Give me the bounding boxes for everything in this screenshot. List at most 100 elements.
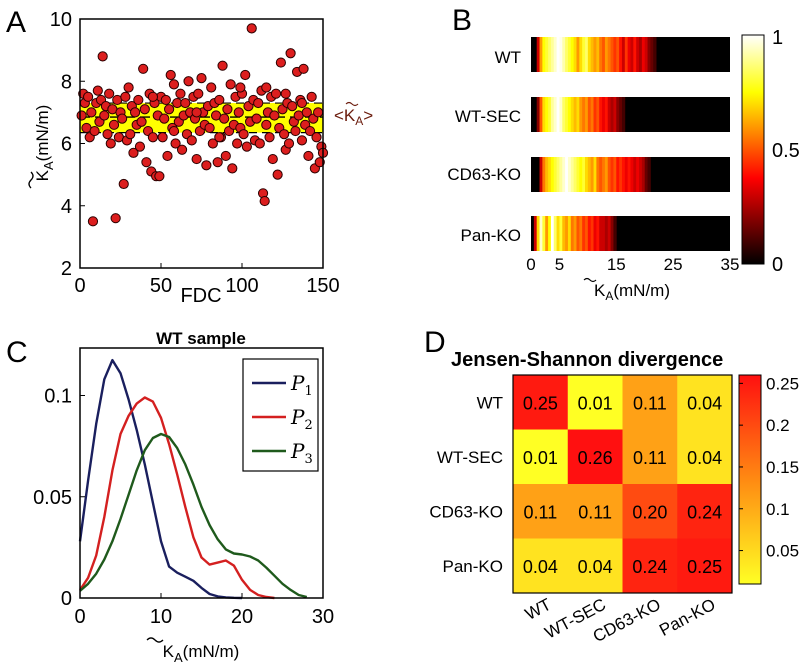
scatter-point [102,129,113,140]
row-label-wt-sec: WT-SEC [455,107,521,126]
x-tick-label: 5 [555,255,564,274]
strip-cell [607,157,611,192]
scatter-point [275,57,286,68]
scatter-point [233,107,244,118]
strip-cell [585,97,589,132]
scatter-point [259,195,270,207]
scatter-point [147,91,158,102]
strip-cell [616,157,620,192]
strip-cell [542,157,546,192]
strip-cell [610,157,614,192]
colorbar-b [741,34,765,265]
scatter-point [251,113,262,124]
panel-a-label: A [6,6,26,39]
scatter-point [193,88,204,99]
series-line-p3 [79,432,308,599]
y-tick-label: 6 [61,134,72,156]
legend-label-p3: P3 [290,439,313,467]
strip-cell [653,37,657,72]
strip-cell [616,37,620,72]
strip-cell [562,37,566,72]
strip-cell [565,216,569,251]
y-tick-label: 0.1 [44,386,72,408]
scatter-point [261,82,272,93]
strip-cell [627,37,631,72]
scatter-point [176,144,188,155]
strip-cell [619,157,623,192]
scatter-point [214,94,225,106]
scatter-point [83,91,94,102]
strip-cell [533,216,538,251]
strip-cell [573,37,577,72]
scatter-point [168,79,180,90]
x-tick-label: 15 [607,255,626,274]
scatter-point [97,51,108,62]
scatter-point [141,157,152,168]
scatter-point [89,125,100,137]
strip-cell [567,216,572,251]
matrix-cell [567,484,623,539]
strip-wt-sec [531,97,730,132]
strip-cell [562,216,566,251]
strip-cell [545,37,549,72]
legend-label-p1: P1 [290,371,313,399]
scatter-point [162,150,173,162]
scatter-point [147,132,158,143]
matrix-cell-value: 0.04 [687,393,722,413]
strip-cell [559,37,563,72]
scatter-point [253,97,264,109]
scatter-point [196,73,207,84]
strip-cell [604,157,609,192]
scatter-point [280,88,291,99]
strip-cell [599,216,603,251]
strip-cell [599,157,603,192]
strip-cell [550,37,555,72]
matrix-cell [567,375,623,430]
mean-annotation: <KA> [334,106,373,128]
strip-cell [613,157,617,192]
scatter-point [238,129,249,140]
strip-cell [539,157,543,192]
strip-cell [590,216,594,251]
strip-cell [627,157,631,192]
strip-cell [619,97,623,132]
x-axis-label-a: FDC [180,285,221,307]
matrix-cell-value: 0.11 [633,393,667,413]
series-line-p2 [79,396,275,600]
strip-cell [562,97,566,132]
col-label-pan-ko: Pan-KO [656,595,718,640]
x-tick-label: 0 [74,606,85,628]
strip-cell [644,37,648,72]
x-axis-label-c: KA(mN/m) [146,637,240,665]
strip-cell [619,37,623,72]
scatter-point [128,147,139,158]
scatter-point [168,125,180,137]
strip-cell [573,216,577,251]
strip-cell [624,157,629,192]
colorbar-d-tick-label: 0.25 [766,374,799,393]
strip-cell [545,97,549,132]
scatter-point [227,163,238,174]
strip-cell [567,37,572,72]
strip-wt [531,37,730,72]
strip-cell [567,157,572,192]
scatter-point [104,88,115,99]
strip-cell [604,97,609,132]
strip-cell [604,37,609,72]
scatter-point [264,132,275,143]
chart-title-c: WT sample [156,329,246,348]
strip-cell [582,97,586,132]
x-tick-label: 100 [225,275,258,297]
scatter-point [219,113,230,124]
scatter-point [296,135,308,146]
strip-cell [559,97,563,132]
strip-cell [587,97,592,132]
strip-cell [576,216,580,251]
scatter-point [220,150,231,162]
svg-text:KA(mN/m): KA(mN/m) [163,642,240,665]
col-label-wt: WT [522,595,554,624]
chart-title-d: Jensen-Shannon divergence [451,349,723,371]
strip-cell [570,97,575,132]
matrix-cell [622,429,678,485]
strip-cell [624,37,629,72]
